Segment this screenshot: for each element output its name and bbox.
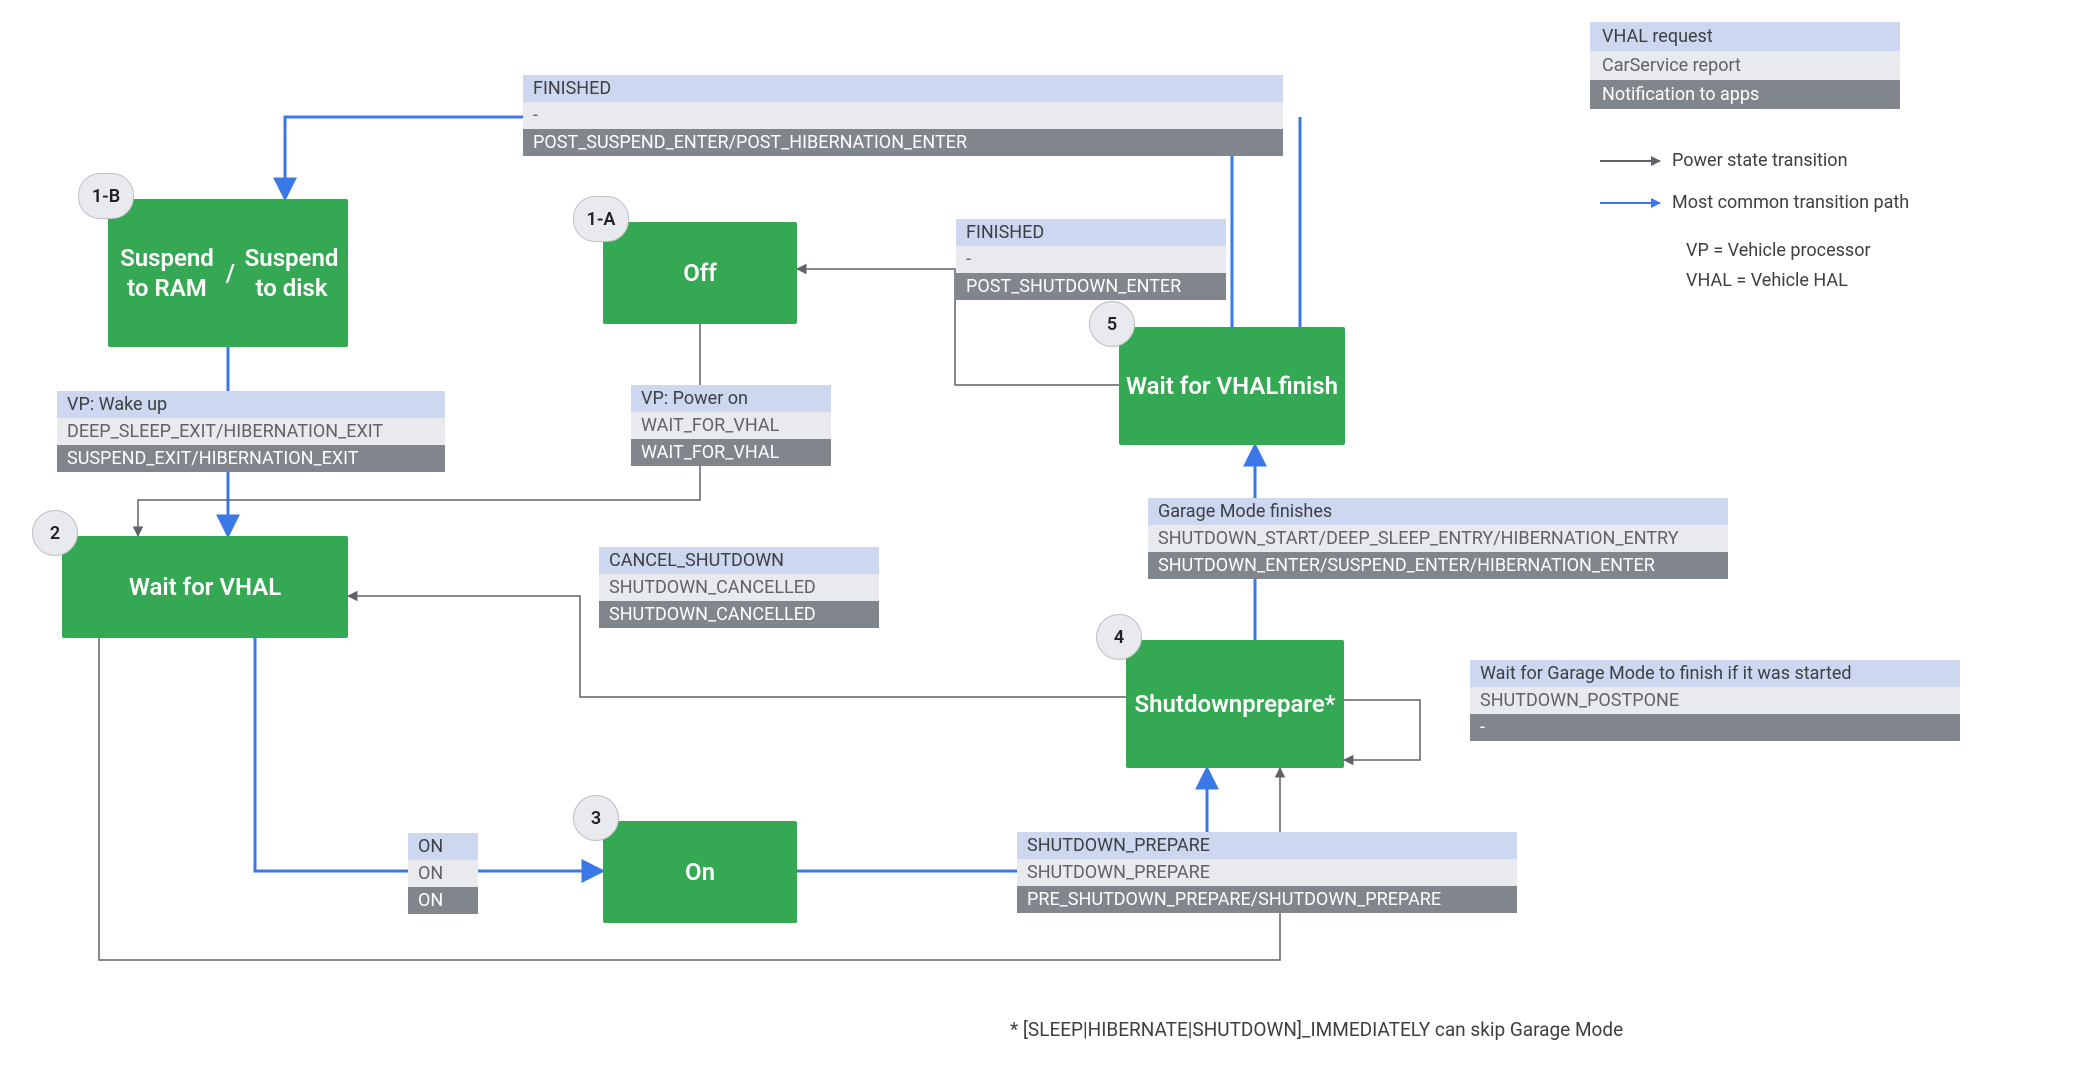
- transition-label-on_trans: ONONON: [408, 833, 478, 914]
- label-row: SHUTDOWN_PREPARE: [1017, 832, 1517, 859]
- footnote: * [SLEEP|HIBERNATE|SHUTDOWN]_IMMEDIATELY…: [1010, 1018, 1623, 1041]
- label-row: Wait for Garage Mode to finish if it was…: [1470, 660, 1960, 687]
- transition-label-finished_top: FINISHED-POST_SUSPEND_ENTER/POST_HIBERNA…: [523, 75, 1283, 156]
- label-row: -: [1470, 714, 1960, 741]
- transition-label-wakeup: VP: Wake upDEEP_SLEEP_EXIT/HIBERNATION_E…: [57, 391, 445, 472]
- state-node-vhalfin: Wait for VHALfinish: [1119, 327, 1345, 445]
- legend-abbr: VP = Vehicle processor: [1686, 240, 1871, 261]
- label-row: SUSPEND_EXIT/HIBERNATION_EXIT: [57, 445, 445, 472]
- label-row: POST_SUSPEND_ENTER/POST_HIBERNATION_ENTE…: [523, 129, 1283, 156]
- label-row: -: [523, 102, 1283, 129]
- label-row: FINISHED: [956, 219, 1226, 246]
- label-row: CANCEL_SHUTDOWN: [599, 547, 879, 574]
- state-node-off: Off: [603, 222, 797, 324]
- edge: [1344, 700, 1420, 760]
- label-row: VP: Wake up: [57, 391, 445, 418]
- state-node-shprep: Shutdownprepare*: [1126, 640, 1344, 768]
- label-row: DEEP_SLEEP_EXIT/HIBERNATION_EXIT: [57, 418, 445, 445]
- state-node-suspend: Suspend to RAM/Suspend to disk: [108, 199, 348, 347]
- state-node-waitvhal: Wait for VHAL: [62, 536, 348, 638]
- transition-label-garage_finish: Garage Mode finishesSHUTDOWN_START/DEEP_…: [1148, 498, 1728, 579]
- transition-label-postpone: Wait for Garage Mode to finish if it was…: [1470, 660, 1960, 741]
- transition-label-cancel: CANCEL_SHUTDOWNSHUTDOWN_CANCELLEDSHUTDOW…: [599, 547, 879, 628]
- label-row: VP: Power on: [631, 385, 831, 412]
- label-row: PRE_SHUTDOWN_PREPARE/SHUTDOWN_PREPARE: [1017, 886, 1517, 913]
- label-row: SHUTDOWN_START/DEEP_SLEEP_ENTRY/HIBERNAT…: [1148, 525, 1728, 552]
- legend-arrow: Power state transition: [1600, 150, 1848, 171]
- state-badge-suspend: 1-B: [78, 173, 134, 219]
- legend-arrow: Most common transition path: [1600, 192, 1909, 213]
- label-row: ON: [408, 887, 478, 914]
- transition-label-shutdown_prep_trans: SHUTDOWN_PREPARESHUTDOWN_PREPAREPRE_SHUT…: [1017, 832, 1517, 913]
- legend-abbr: VHAL = Vehicle HAL: [1686, 270, 1848, 291]
- legend-row: CarService report: [1590, 51, 1900, 80]
- label-row: POST_SHUTDOWN_ENTER: [956, 273, 1226, 300]
- label-row: SHUTDOWN_CANCELLED: [599, 574, 879, 601]
- label-row: SHUTDOWN_ENTER/SUSPEND_ENTER/HIBERNATION…: [1148, 552, 1728, 579]
- label-row: SHUTDOWN_POSTPONE: [1470, 687, 1960, 714]
- label-row: SHUTDOWN_CANCELLED: [599, 601, 879, 628]
- label-row: -: [956, 246, 1226, 273]
- label-row: WAIT_FOR_VHAL: [631, 439, 831, 466]
- state-badge-vhalfin: 5: [1089, 301, 1135, 347]
- state-node-on: On: [603, 821, 797, 923]
- label-row: ON: [408, 833, 478, 860]
- transition-label-finished_off: FINISHED-POST_SHUTDOWN_ENTER: [956, 219, 1226, 300]
- label-row: WAIT_FOR_VHAL: [631, 412, 831, 439]
- legend-row: Notification to apps: [1590, 80, 1900, 109]
- state-badge-on: 3: [573, 795, 619, 841]
- state-badge-off: 1-A: [573, 196, 629, 242]
- label-row: Garage Mode finishes: [1148, 498, 1728, 525]
- label-row: FINISHED: [523, 75, 1283, 102]
- legend-categories: VHAL requestCarService reportNotificatio…: [1590, 22, 1900, 109]
- transition-label-poweron: VP: Power onWAIT_FOR_VHALWAIT_FOR_VHAL: [631, 385, 831, 466]
- state-badge-shprep: 4: [1096, 614, 1142, 660]
- legend-row: VHAL request: [1590, 22, 1900, 51]
- label-row: ON: [408, 860, 478, 887]
- state-badge-waitvhal: 2: [32, 510, 78, 556]
- label-row: SHUTDOWN_PREPARE: [1017, 859, 1517, 886]
